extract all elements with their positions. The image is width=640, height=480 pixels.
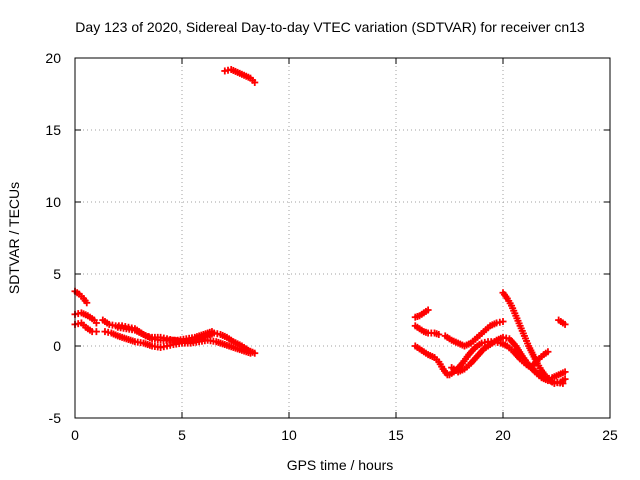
data-point: [499, 318, 507, 326]
x-tick-label: 5: [178, 427, 186, 443]
series-arc-11: [441, 318, 507, 350]
grid: [75, 58, 610, 418]
plot-frame: [74, 57, 611, 419]
series-arc-7: [221, 66, 259, 86]
data-point: [561, 375, 569, 383]
y-axis-label: SDTVAR / TECUs: [6, 182, 22, 294]
data-marks: [71, 66, 569, 387]
series-arc-2: [71, 309, 100, 327]
y-tick-label: 5: [53, 266, 61, 282]
x-axis-label: GPS time / hours: [287, 457, 394, 473]
x-tick-label: 20: [495, 427, 511, 443]
chart-title: Day 123 of 2020, Sidereal Day-to-day VTE…: [75, 19, 585, 35]
series-arc-15: [527, 348, 552, 372]
data-point: [435, 330, 443, 338]
axis-ticks: [74, 57, 611, 419]
data-point: [561, 320, 569, 328]
series-arc-9: [411, 322, 443, 338]
data-point: [92, 328, 100, 336]
y-tick-label: -5: [49, 410, 62, 426]
series-arc-3: [71, 319, 100, 336]
data-point: [246, 349, 254, 357]
axis-tick-labels: 0 5 10 15 20 25 -5 0 5 10 15 20: [45, 50, 618, 443]
data-point: [208, 328, 216, 336]
y-tick-label: 0: [53, 338, 61, 354]
data-point: [561, 368, 569, 376]
x-tick-label: 10: [281, 427, 297, 443]
series-arc-10: [411, 342, 451, 379]
data-point: [424, 306, 432, 314]
series-arc-6: [114, 323, 216, 344]
series-arc-1: [71, 287, 91, 307]
data-point: [544, 348, 552, 356]
y-tick-label: 10: [45, 194, 61, 210]
y-tick-label: 20: [45, 50, 61, 66]
x-tick-label: 15: [388, 427, 404, 443]
data-point: [92, 319, 100, 327]
series-arc-16: [555, 316, 569, 328]
data-point: [251, 78, 259, 86]
data-point: [83, 299, 91, 307]
y-tick-label: 15: [45, 122, 61, 138]
x-tick-label: 25: [602, 427, 618, 443]
x-tick-label: 0: [71, 427, 79, 443]
series-arc-8: [411, 306, 432, 321]
